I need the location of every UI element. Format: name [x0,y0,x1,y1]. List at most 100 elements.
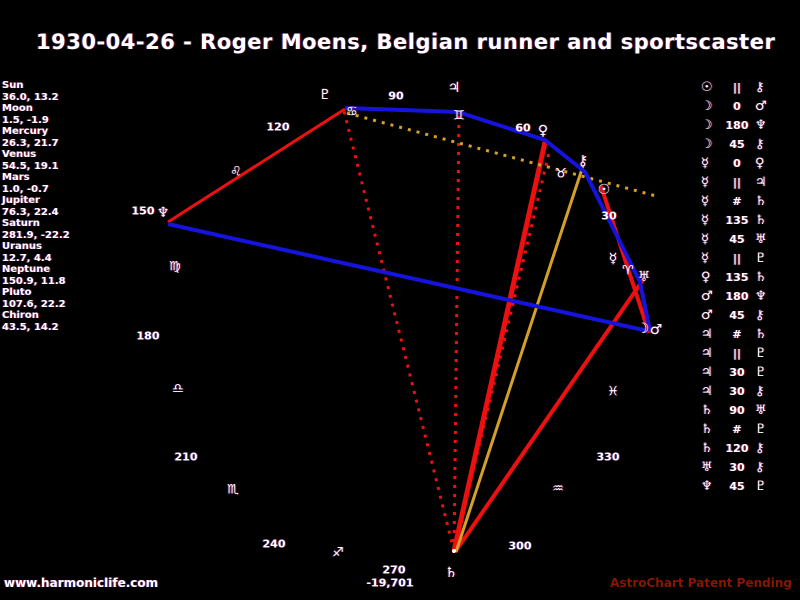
saturn-icon: ♄ [755,194,767,209]
red-aspect-line [453,278,645,554]
aspect-angle: 135 [725,214,749,227]
website-link[interactable]: www.harmoniclife.com [4,576,159,590]
patent-pending-label: AstroChart Patent Pending [610,576,792,590]
saturn-icon: ♄ [444,565,458,581]
aspect-angle: 30 [729,385,745,398]
aspect-row-mars-chiron: ♂ 45 ⚷ [701,306,767,325]
page-title: 1930-04-26 - Roger Moens, Belgian runner… [36,30,776,54]
aspect-row-saturn-uranus: ♄ 90 ♅ [701,401,767,420]
pisces-sign-icon: ♓ [607,384,619,400]
cancer-sign-icon: ♋ [346,104,358,120]
neptune-icon: ♆ [156,205,170,221]
aspect-row-jupiter-saturn: ♃ # ♄ [701,325,767,344]
planet-coords-uranus: 12.7, 4.4 [2,252,52,264]
degree-label-270: 270 [382,563,406,577]
neptune-icon: ♆ [701,479,713,494]
aspect-row-mercury-venus: ☿ 0 ♀ [701,154,767,173]
planet-name-uranus: Uranus [2,241,42,252]
aspect-angle: 180 [725,119,749,132]
saturn-icon: ♄ [701,403,713,418]
planet-coords-moon: 1.5, -1.9 [2,114,49,126]
saturn-icon: ♄ [701,422,713,437]
aspect-angle: 30 [729,366,745,379]
jupiter-icon: ♃ [701,384,713,399]
gemini-sign-icon: ♊ [453,108,465,124]
aspect-list-panel: ☉ || ⚷ ☽ 0 ♂ ☽ 180 ♆ ☽ 45 ⚷ ☿ 0 ♀ ☿ || ♃ ☿ # ♄ ☿ 135 ♄ ☿ 45 ♅ ☿ || ♇ ♀… [701,78,767,496]
sun-icon: ☉ [701,80,713,95]
aspect-angle: # [732,423,742,436]
aspect-angle: 180 [725,290,749,303]
planet-name-sun: Sun [2,80,24,91]
aspect-row-neptune-pluto: ♆ 45 ♇ [701,477,767,496]
libra-sign-icon: ♎ [172,381,184,397]
aspect-row-uranus-chiron: ♅ 30 ⚷ [701,458,767,477]
mars-icon: ♂ [701,308,713,323]
aspect-row-venus-saturn: ♀ 135 ♄ [701,268,767,287]
mercury-icon: ☿ [608,251,618,267]
mercury-icon: ☿ [701,156,709,171]
planet-coords-mars: 1.0, -0.7 [2,183,49,195]
mars-icon: ♂ [755,99,767,114]
uranus-icon: ♅ [755,232,767,247]
jupiter-icon: ♃ [701,365,713,380]
degree-label--19,701: -19,701 [366,576,414,590]
mars-icon: ♂ [701,289,713,304]
blue-aspect-polyline [344,106,652,332]
venus-icon: ♀ [755,156,765,171]
saturn-icon: ♄ [755,270,767,285]
saturn-icon: ♄ [701,441,713,456]
chiron-icon: ⚷ [755,137,765,152]
aspect-row-mercury-saturn: ☿ 135 ♄ [701,211,767,230]
jupiter-icon: ♃ [447,80,461,96]
planet-coords-chiron: 43.5, 14.2 [2,321,59,333]
planet-name-neptune: Neptune [2,264,51,275]
sagittarius-sign-icon: ♐ [332,545,344,561]
pluto-icon: ♇ [755,422,767,437]
mercury-icon: ☿ [701,194,709,209]
aspect-angle: || [732,176,742,189]
planet-name-venus: Venus [2,149,37,160]
aspect-row-moon-neptune: ☽ 180 ♆ [701,116,767,135]
virgo-sign-icon: ♍ [169,259,181,275]
saturn-icon: ♄ [755,213,767,228]
red-aspect-line [342,110,456,552]
neptune-icon: ♆ [755,289,767,304]
aspect-angle: # [732,195,742,208]
aspect-angle: || [732,81,742,94]
aspect-angle: 45 [729,233,745,246]
planet-name-chiron: Chiron [2,310,39,321]
planet-name-saturn: Saturn [2,218,40,229]
sun-icon: ☉ [597,182,611,198]
pluto-icon: ♇ [755,251,767,266]
red-aspect-line [451,141,548,552]
mercury-icon: ☿ [701,232,709,247]
planet-name-mars: Mars [2,172,30,183]
moon-icon: ☽ [701,99,713,114]
mars-icon: ♂ [649,322,663,338]
planet-name-moon: Moon [2,103,33,114]
degree-label-180: 180 [136,329,160,343]
aspect-row-saturn-chiron: ♄ 120 ⚷ [701,439,767,458]
pluto-icon: ♇ [318,87,332,103]
gold-aspect-line [454,165,585,553]
aquarius-sign-icon: ♒ [552,481,564,497]
degree-label-120: 120 [266,120,290,134]
red-aspect-line [599,185,651,334]
aspect-angle: || [732,252,742,265]
moon-icon: ☽ [701,118,713,133]
planet-coords-sun: 36.0, 13.2 [2,91,59,103]
chiron-icon: ⚷ [577,153,589,169]
aspect-row-mercury-pluto: ☿ || ♇ [701,249,767,268]
planet-name-pluto: Pluto [2,287,32,298]
chiron-icon: ⚷ [755,80,765,95]
planet-name-jupiter: Jupiter [2,195,40,206]
red-aspect-line [452,113,461,552]
aspect-row-moon-chiron: ☽ 45 ⚷ [701,135,767,154]
aspect-angle: 0 [733,157,741,170]
taurus-sign-icon: ♉ [555,166,567,182]
chiron-icon: ⚷ [755,460,765,475]
planet-name-mercury: Mercury [2,126,49,137]
planet-coords-venus: 54.5, 19.1 [2,160,59,172]
aspect-angle: 0 [733,100,741,113]
